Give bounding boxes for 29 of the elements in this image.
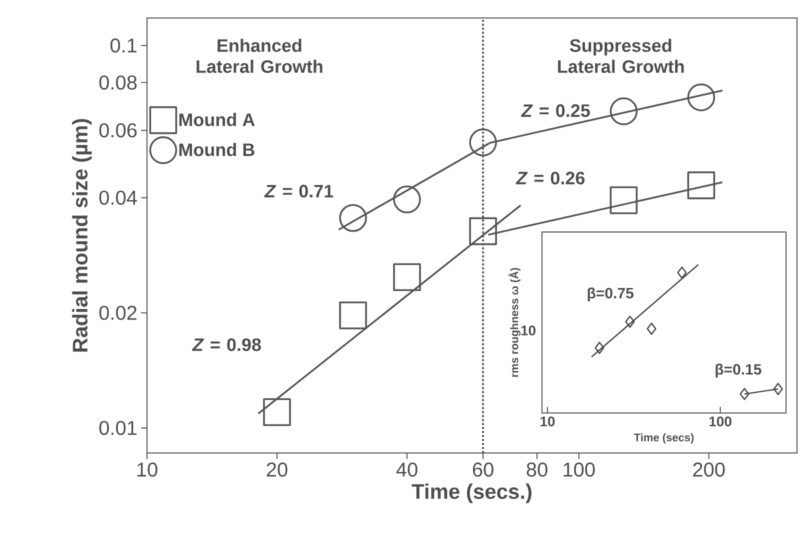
y-tick-label: 0.02 [99,306,136,320]
x-tick-label: 10 [137,462,158,477]
y-axis-title: Radial mound size (µm) [72,119,92,352]
y-tick-label: 0.1 [110,38,137,53]
x-tick-label: 20 [266,462,288,477]
annotation: Z = 0.26 [516,172,585,184]
annotation: Z = 0.25 [520,104,590,118]
legend-label: Mound B [179,142,254,156]
legend-label: Mound A [179,112,255,126]
x-tick-label: 60 [472,462,494,477]
annotation: Suppressed Lateral Growth [558,38,684,73]
annotation: Z = 0.98 [192,338,261,352]
annotation: Z = 0.71 [264,184,334,198]
x-tick-label: 40 [396,462,418,477]
y-axis-title: rms roughness ω (Å) [508,268,520,377]
annotation: 10 [521,326,536,336]
y-tick-label: 0.06 [99,123,137,138]
y-tick-label: 0.08 [99,75,137,90]
annotation: β=0.15 [716,364,762,378]
x-tick-label: 100 [564,462,595,477]
x-tick-label: 100 [709,416,732,426]
x-tick-label: 200 [693,462,725,477]
y-tick-label: 0.04 [99,190,137,205]
annotation: Enhanced Lateral Growth [196,38,322,73]
x-axis-title: Time (secs.) [412,484,532,504]
x-axis-title: Time (secs) [634,433,694,444]
y-tick-label: 0.01 [99,420,137,436]
x-tick-label: 80 [526,462,548,477]
annotation: β=0.75 [588,287,634,302]
